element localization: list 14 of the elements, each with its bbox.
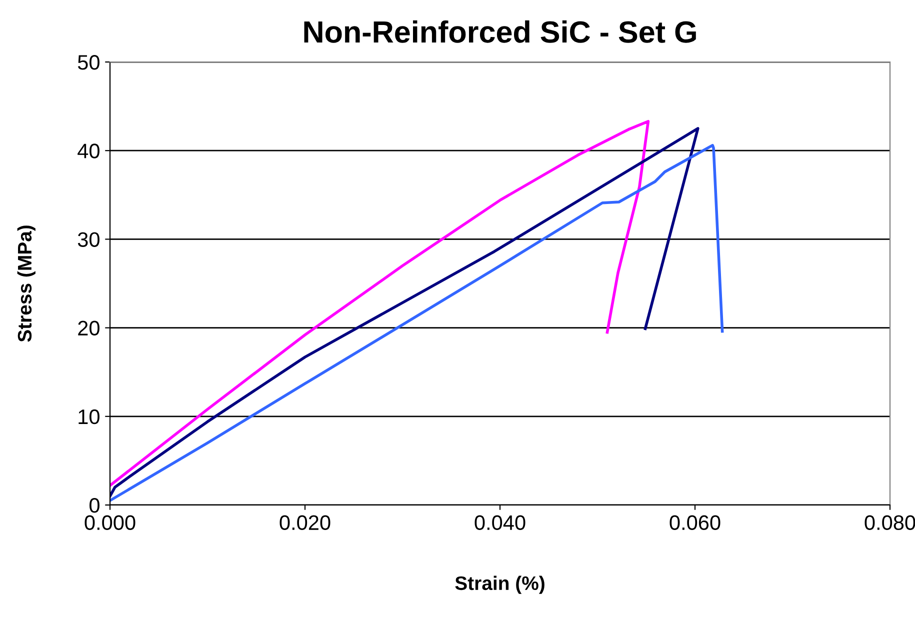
x-tick-label: 0.000	[84, 515, 136, 530]
x-axis-title: Strain (%)	[455, 576, 544, 594]
y-tick-label: 30	[78, 232, 100, 247]
y-axis-title: Stress (MPa)	[17, 226, 36, 342]
x-tick-label: 0.060	[670, 515, 720, 530]
x-tick-label: 0.080	[864, 515, 915, 530]
x-tick-label: 0.020	[280, 515, 330, 530]
y-tick-label: 20	[78, 320, 100, 336]
x-tick-label: 0.040	[474, 515, 526, 530]
y-tick-label: 0	[90, 498, 100, 513]
y-tick-label: 40	[78, 144, 100, 158]
y-tick-label: 10	[78, 409, 100, 424]
chart-title: Non-Reinforced SiC - Set G	[304, 20, 696, 43]
y-tick-label: 50	[78, 55, 100, 70]
